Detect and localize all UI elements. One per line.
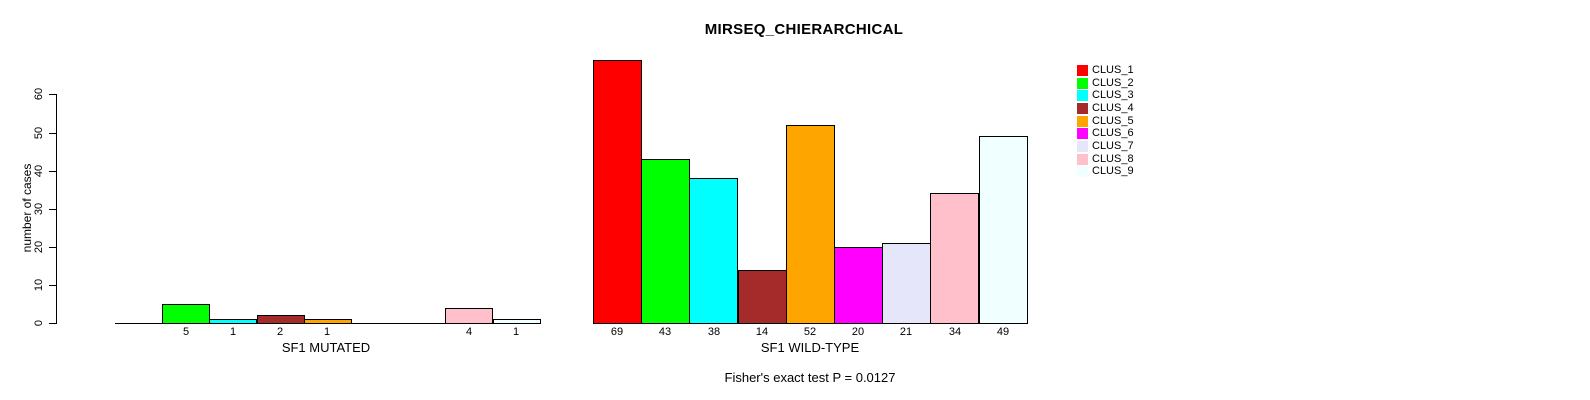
bar-CLUS_9-sf1-mutated <box>493 319 541 324</box>
chart-title: MIRSEQ_CHIERARCHICAL <box>704 21 904 38</box>
y-axis-tick-label: 0 <box>33 319 45 327</box>
bar-value-label: 1 <box>512 326 520 338</box>
y-axis-tick-label: 40 <box>33 164 45 178</box>
bar-value-label: 4 <box>465 326 473 338</box>
legend-label-CLUS_4: CLUS_4 <box>1092 102 1134 114</box>
bar-CLUS_8-sf1-mutated <box>445 308 493 324</box>
y-axis-tick-label: 60 <box>33 87 45 101</box>
legend-label-CLUS_5: CLUS_5 <box>1092 115 1134 127</box>
bar-value-label: 69 <box>610 326 624 338</box>
legend-label-CLUS_9: CLUS_9 <box>1092 165 1134 177</box>
bar-CLUS_5-sf1-wild-type <box>786 125 835 324</box>
bar-CLUS_6-sf1-wild-type <box>834 247 883 324</box>
y-axis-label: number of cases <box>20 163 34 253</box>
legend-label-CLUS_2: CLUS_2 <box>1092 77 1134 89</box>
legend-swatch-CLUS_2 <box>1077 78 1088 89</box>
legend-swatch-CLUS_8 <box>1077 154 1088 165</box>
bar-value-label: 1 <box>229 326 237 338</box>
legend-label-CLUS_6: CLUS_6 <box>1092 127 1134 139</box>
bar-value-label: 49 <box>996 326 1010 338</box>
legend-label-CLUS_8: CLUS_8 <box>1092 153 1134 165</box>
bar-CLUS_3-sf1-mutated <box>209 319 257 324</box>
y-axis-tick <box>49 247 56 248</box>
bar-value-label: 52 <box>803 326 817 338</box>
bar-CLUS_1-sf1-wild-type <box>593 60 642 324</box>
legend-label-CLUS_1: CLUS_1 <box>1092 64 1134 76</box>
bar-value-label: 5 <box>182 326 190 338</box>
bar-value-label: 21 <box>899 326 913 338</box>
bar-value-label: 34 <box>948 326 962 338</box>
bar-value-label: 43 <box>658 326 672 338</box>
bar-value-label: 20 <box>851 326 865 338</box>
bar-CLUS_9-sf1-wild-type <box>979 136 1028 324</box>
bar-CLUS_2-sf1-mutated <box>162 304 210 324</box>
bar-CLUS_7-sf1-wild-type <box>882 243 931 324</box>
legend-swatch-CLUS_5 <box>1077 116 1088 127</box>
group-label-sf1-wild-type: SF1 WILD-TYPE <box>760 340 860 355</box>
legend-swatch-CLUS_4 <box>1077 103 1088 114</box>
bar-CLUS_3-sf1-wild-type <box>689 178 738 324</box>
bar-value-label: 1 <box>323 326 331 338</box>
bar-CLUS_5-sf1-mutated <box>304 319 352 324</box>
legend-swatch-CLUS_6 <box>1077 128 1088 139</box>
legend-label-CLUS_3: CLUS_3 <box>1092 89 1134 101</box>
y-axis-line <box>56 94 57 324</box>
y-axis-tick <box>49 133 56 134</box>
legend-swatch-CLUS_1 <box>1077 65 1088 76</box>
footnote: Fisher's exact test P = 0.0127 <box>724 370 896 385</box>
y-axis-tick <box>49 285 56 286</box>
bar-value-label: 38 <box>707 326 721 338</box>
bar-CLUS_8-sf1-wild-type <box>930 193 979 324</box>
y-axis-tick-label: 10 <box>33 278 45 292</box>
y-axis-tick-label: 50 <box>33 126 45 140</box>
y-axis-tick <box>49 94 56 95</box>
y-axis-tick-label: 30 <box>33 202 45 216</box>
y-axis-tick-label: 20 <box>33 240 45 254</box>
y-axis-tick <box>49 171 56 172</box>
y-axis-tick <box>49 323 56 324</box>
bar-value-label: 14 <box>755 326 769 338</box>
group-label-sf1-mutated: SF1 MUTATED <box>281 340 371 355</box>
y-axis-tick <box>49 209 56 210</box>
legend-swatch-CLUS_3 <box>1077 90 1088 101</box>
bar-CLUS_4-sf1-wild-type <box>738 270 787 324</box>
bar-value-label: 2 <box>276 326 284 338</box>
legend-swatch-CLUS_7 <box>1077 141 1088 152</box>
legend-swatch-CLUS_9 <box>1077 166 1088 177</box>
legend-label-CLUS_7: CLUS_7 <box>1092 140 1134 152</box>
bar-CLUS_4-sf1-mutated <box>257 315 305 324</box>
bar-CLUS_2-sf1-wild-type <box>641 159 690 324</box>
